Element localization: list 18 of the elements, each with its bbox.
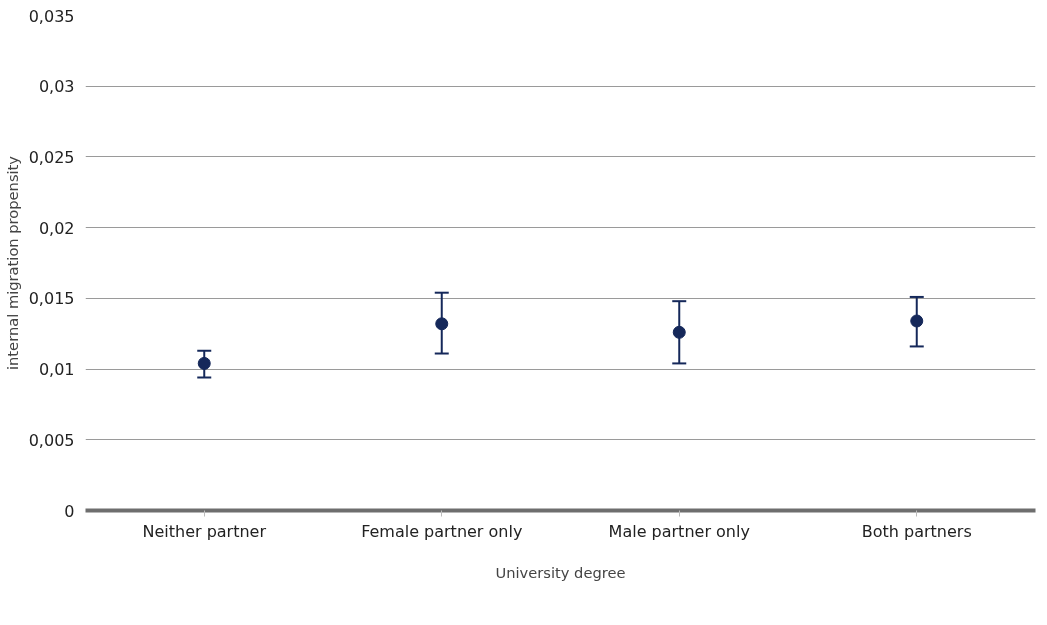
y-tick-label: 0,035 — [28, 6, 75, 26]
x-tick-label: Both partners — [861, 521, 972, 541]
point — [435, 317, 449, 331]
x-tick-label: Male partner only — [608, 521, 750, 541]
y-tick-label: 0 — [64, 501, 75, 521]
x-tick-label: Female partner only — [361, 521, 523, 541]
y-tick-label: 0,02 — [38, 218, 75, 238]
x-tick-label: Neither partner — [142, 521, 267, 541]
point — [910, 314, 924, 328]
point — [672, 325, 686, 339]
y-tick-label: 0,015 — [28, 289, 75, 309]
y-tick-label: 0,01 — [38, 360, 75, 380]
y-tick-label: 0,025 — [28, 147, 75, 167]
y-tick-label: 0,03 — [38, 77, 75, 97]
y-tick-label: 0,005 — [28, 430, 75, 450]
point — [197, 356, 211, 370]
y-axis-title: internal migration propensity — [3, 155, 21, 370]
x-axis-title: University degree — [495, 563, 626, 581]
